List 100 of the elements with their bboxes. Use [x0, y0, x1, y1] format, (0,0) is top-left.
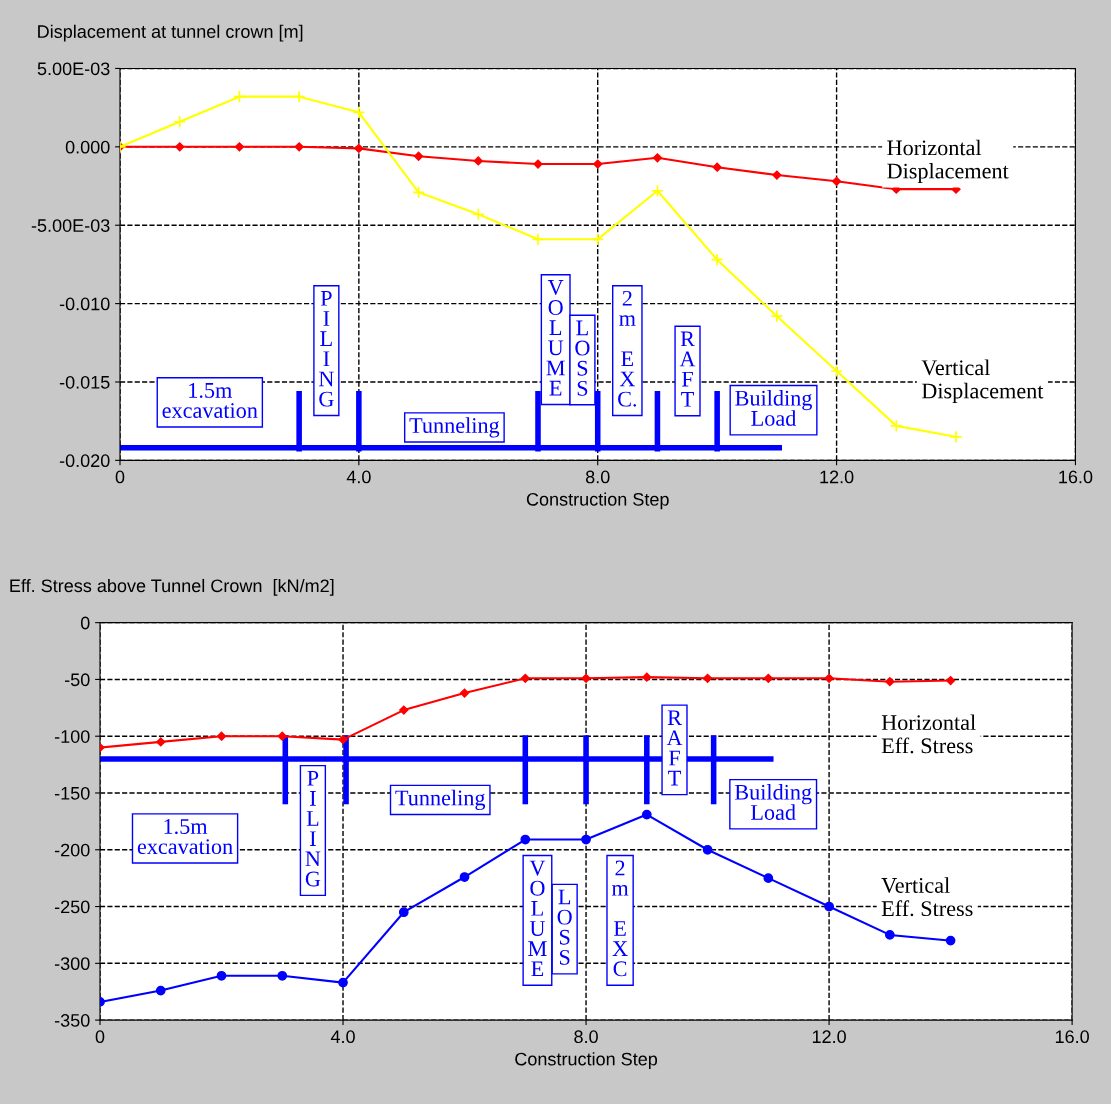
annotation: Building Load: [734, 784, 812, 820]
x-tick-label: 12.0: [820, 470, 854, 484]
point: [702, 844, 713, 855]
point: [459, 872, 470, 882]
point: [824, 673, 834, 683]
annotation: L O S S: [575, 320, 590, 396]
series-label: Vertical Displacement: [921, 359, 1044, 403]
annotation: P I L I N G: [305, 770, 321, 887]
point: [399, 705, 409, 715]
y-tick-label: -350: [54, 1014, 90, 1027]
y-tick-label: -150: [54, 786, 90, 800]
point: [233, 90, 246, 104]
point: [156, 737, 166, 747]
point: [520, 834, 531, 845]
x-tick-label: 16.0: [1059, 470, 1093, 484]
y-tick-label: -50: [64, 673, 90, 687]
x-tick-label: 16.0: [1055, 1030, 1089, 1044]
point: [216, 731, 227, 741]
annotation: Tunneling: [409, 417, 500, 438]
point: [581, 673, 591, 683]
point: [641, 809, 652, 820]
point: [292, 90, 306, 104]
y-tick-label: -200: [54, 843, 90, 857]
y-tick-label: -100: [54, 730, 90, 743]
y-tick-label: 0: [80, 616, 90, 630]
annotation: V O L U M E: [546, 280, 565, 396]
point: [398, 907, 409, 918]
chart-title: Displacement at tunnel crown [m]: [38, 24, 303, 42]
point: [831, 176, 842, 186]
point: [338, 977, 348, 988]
annotation: 2 m E X C.: [618, 290, 637, 407]
series-label: Horizontal Eff. Stress: [881, 714, 976, 754]
point: [413, 151, 424, 161]
y-tick-label: -250: [54, 900, 90, 914]
x-tick-label: 12.0: [812, 1030, 846, 1044]
point: [234, 142, 245, 152]
y-tick-label: -0.015: [59, 375, 110, 389]
point: [945, 675, 956, 686]
point: [473, 156, 483, 166]
point: [763, 873, 774, 884]
point: [763, 673, 773, 683]
point: [338, 734, 348, 745]
point: [520, 673, 530, 683]
annotation: L O S S: [557, 889, 572, 965]
point: [277, 970, 288, 981]
x-tick-label: 8.0: [585, 470, 610, 484]
point: [702, 673, 713, 683]
point: [459, 688, 470, 698]
point: [593, 159, 603, 169]
point: [294, 142, 304, 152]
x-tick-label: 0: [115, 470, 125, 484]
point: [824, 901, 834, 912]
point: [216, 970, 227, 981]
point: [945, 935, 956, 946]
y-tick-label: -0.010: [59, 297, 110, 311]
point: [710, 253, 724, 267]
annotation: P I L I N G: [318, 291, 334, 407]
x-tick-label: 4.0: [330, 1030, 355, 1044]
point: [591, 232, 605, 246]
point: [885, 677, 895, 687]
x-tick-label: 8.0: [574, 1030, 598, 1044]
x-tick-label: 4.0: [346, 470, 371, 484]
y-tick-label: -0.020: [59, 454, 110, 468]
point: [155, 985, 166, 996]
series-label: Horizontal Displacement: [887, 139, 1009, 184]
y-tick-label: 5.00E-03: [37, 62, 110, 76]
annotation: Tunneling: [395, 789, 486, 811]
point: [277, 731, 287, 741]
point: [642, 672, 652, 682]
point: [173, 115, 187, 129]
annotation: 2 m E X C: [611, 860, 629, 977]
point: [651, 184, 664, 198]
point: [581, 834, 591, 845]
point: [354, 143, 364, 154]
y-tick-label: -5.00E-03: [31, 219, 110, 232]
point: [412, 185, 425, 199]
annotation: R A F T: [679, 331, 696, 407]
point: [949, 430, 963, 444]
annotation: 1.5m excavation: [162, 382, 258, 418]
point: [772, 170, 782, 180]
point: [712, 162, 722, 172]
annotation: V O L U M E: [528, 860, 547, 977]
series-label: Vertical Eff. Stress: [881, 877, 973, 917]
x-axis-title: Construction Step: [526, 492, 669, 510]
point: [471, 207, 485, 221]
point: [531, 232, 545, 246]
point: [352, 105, 366, 119]
annotation: R A F T: [666, 710, 683, 786]
point: [889, 419, 903, 433]
x-axis-title: Construction Step: [515, 1052, 658, 1070]
point: [652, 153, 663, 163]
annotation: Building Load: [735, 390, 812, 426]
y-tick-label: 0.000: [65, 140, 110, 154]
point: [884, 930, 895, 940]
annotation: 1.5m excavation: [137, 819, 233, 855]
chart-title: Eff. Stress above Tunnel Crown [kN/m2]: [10, 578, 334, 596]
point: [830, 364, 843, 378]
y-tick-label: -300: [54, 957, 90, 971]
point: [175, 142, 185, 152]
point: [770, 309, 784, 323]
